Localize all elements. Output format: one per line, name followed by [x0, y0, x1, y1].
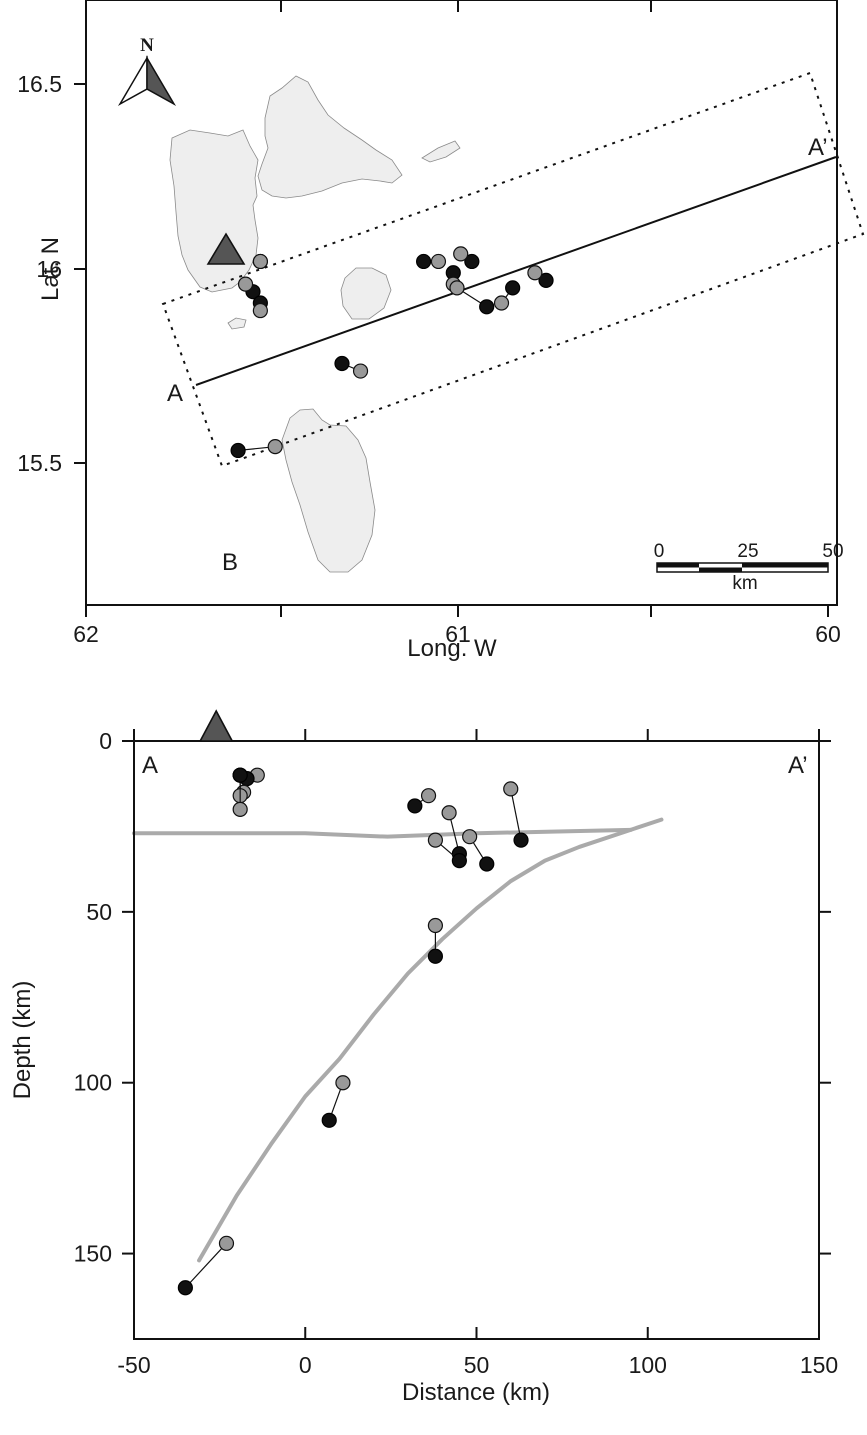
map-event-relocated-marker	[527, 265, 543, 281]
map-frame	[85, 0, 838, 606]
section-event-relocated-marker	[420, 788, 437, 804]
profile-end-label: A’	[808, 134, 828, 161]
section-label-a-prime: A’	[788, 752, 808, 779]
section-event-relocated-marker	[427, 917, 443, 934]
section-label-a: A	[142, 752, 158, 779]
section-event-link	[510, 788, 522, 841]
section-lines	[132, 817, 664, 1263]
map-event-relocated-marker	[267, 439, 283, 455]
section-event-relocated-marker	[503, 781, 519, 797]
section-event-link	[184, 1242, 227, 1289]
scale-label-0: 0	[654, 541, 665, 562]
map-event-original-marker	[334, 355, 350, 372]
section-event-original-marker	[513, 832, 529, 848]
section-event-original-marker	[232, 767, 248, 783]
north-label: N	[140, 35, 154, 56]
section-x-tick-label: 150	[800, 1352, 838, 1378]
island-basse-terre	[169, 129, 259, 293]
map-event-relocated-marker	[352, 363, 369, 379]
map-event-original-marker	[505, 280, 521, 296]
islands	[169, 75, 461, 573]
map-events	[230, 246, 554, 459]
map-y-tick-16-5: 16.5	[17, 71, 62, 97]
section-x-axis-title: Distance (km)	[402, 1379, 550, 1406]
map-x-tick-60: 60	[815, 621, 841, 647]
slab-interface-line	[197, 817, 664, 1263]
map-event-original-marker	[479, 299, 495, 315]
island-grande-terre	[257, 75, 403, 199]
section-event-original-marker	[177, 1280, 193, 1296]
map-event-relocated-marker	[237, 276, 254, 292]
section-frame	[133, 740, 820, 1340]
section-event-relocated-marker	[335, 1075, 351, 1091]
map-x-axis-title: Long. W	[407, 635, 497, 662]
section-event-relocated-marker	[462, 829, 478, 845]
volcano-icon	[206, 232, 246, 265]
section-event-relocated-marker	[441, 805, 457, 821]
section-x-tick-label: 0	[299, 1352, 312, 1378]
profile-box	[161, 71, 865, 468]
island-dominica	[281, 408, 376, 573]
scale-bar: 0 25 50 km	[654, 541, 844, 594]
map-y-axis-title: Lat. N	[37, 237, 64, 301]
section-ticks	[122, 729, 831, 1339]
section-y-tick-label: 100	[74, 1070, 112, 1096]
section-events	[177, 767, 529, 1296]
map-x-tick-62: 62	[73, 621, 99, 647]
section-event-original-marker	[321, 1112, 337, 1128]
map-event-relocated-marker	[449, 280, 465, 296]
section-event-relocated-marker	[232, 801, 248, 817]
section-event-original-marker	[479, 856, 495, 872]
map-event-relocated-marker	[453, 246, 469, 262]
profile-line	[195, 156, 837, 386]
map-event-original-marker	[230, 442, 246, 459]
map-event-relocated-marker	[430, 253, 447, 270]
section-event-original-marker	[427, 948, 443, 964]
profile-start-label: A	[167, 380, 183, 407]
section-event-relocated-marker	[427, 832, 443, 848]
section-y-tick-label: 150	[74, 1241, 112, 1267]
map-event-original-marker	[416, 253, 432, 270]
island-la-desirade	[421, 140, 461, 163]
map-panel: A A’ N 0 25 50 km B	[17, 0, 865, 662]
section-tick-labels: -50 0 50 100 150 0 50 100 150	[74, 728, 839, 1378]
island-marie-galante	[340, 267, 392, 320]
map-event-original-marker	[464, 253, 480, 270]
section-volcano-icon	[198, 709, 234, 742]
scale-label-50: 50	[822, 541, 843, 562]
panel-label: B	[222, 549, 238, 576]
section-y-tick-label: 50	[86, 899, 112, 925]
section-event-relocated-marker	[218, 1235, 235, 1251]
map-event-original-marker	[538, 272, 554, 288]
map-event-relocated-marker	[252, 302, 268, 319]
section-y-axis-title: Depth (km)	[9, 981, 36, 1100]
north-arrow-icon: N	[117, 35, 177, 106]
section-x-tick-label: 50	[464, 1352, 490, 1378]
map-event-relocated-marker	[252, 253, 268, 270]
map-y-tick-16: 16	[36, 256, 62, 282]
section-panel: -50 0 50 100 150 0 50 100 150 A A’ Distance (km)…	[9, 709, 839, 1406]
crustal-layer-line	[132, 827, 633, 839]
map-x-tick-61: 61	[445, 621, 471, 647]
scale-label-25: 25	[737, 541, 758, 562]
section-event-original-marker	[451, 852, 467, 869]
section-x-tick-label: -50	[117, 1352, 150, 1378]
section-x-tick-label: 100	[629, 1352, 667, 1378]
section-y-tick-label: 0	[99, 728, 112, 754]
map-ticks	[74, 0, 829, 617]
map-y-tick-15-5: 15.5	[17, 450, 62, 476]
scale-unit: km	[732, 573, 757, 594]
island-les-saintes	[227, 317, 247, 330]
section-event-original-marker	[407, 798, 423, 814]
map-event-relocated-marker	[493, 295, 510, 311]
